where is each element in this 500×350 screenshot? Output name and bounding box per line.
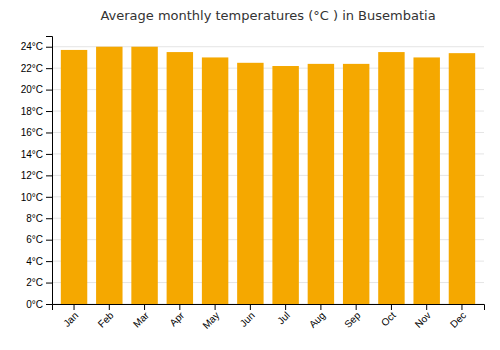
tick-label: 0°C xyxy=(26,299,43,310)
tick: 0°C xyxy=(26,299,52,310)
tick: Jun xyxy=(238,304,257,329)
tick-mark xyxy=(461,304,462,310)
title: Average monthly temperatures (°C ) in Bu… xyxy=(100,8,435,23)
bar xyxy=(343,64,369,304)
tick-mark xyxy=(215,304,216,310)
tick-label: Aug xyxy=(307,310,327,330)
tick-label: 22°C xyxy=(21,63,43,74)
plot: 0°C 2°C 4°C 6°C 8°C 10°C 12°C 14°C 16°C 18°C 20°C 2… xyxy=(21,37,485,331)
tick-mark xyxy=(46,283,52,284)
tick: Nov xyxy=(413,304,433,330)
tick-mark xyxy=(46,132,52,133)
tick-label: 24°C xyxy=(21,41,43,52)
bars xyxy=(61,47,475,304)
tick-mark xyxy=(46,68,52,69)
tick: Apr xyxy=(167,304,186,328)
tick-label: 8°C xyxy=(26,213,43,224)
tick-mark xyxy=(46,90,52,91)
tick-label: 20°C xyxy=(21,84,43,95)
tick: Jan xyxy=(61,304,80,329)
tick: Mar xyxy=(131,304,151,330)
tick: 4°C xyxy=(26,256,52,267)
grid xyxy=(52,47,484,304)
tick-mark xyxy=(46,240,52,241)
tick: Aug xyxy=(307,304,327,330)
tick-label: 10°C xyxy=(21,192,43,203)
tick-mark xyxy=(426,304,427,310)
tick: 18°C xyxy=(21,106,52,117)
tick: Dec xyxy=(448,304,468,330)
bar xyxy=(272,66,298,304)
tick: 10°C xyxy=(21,192,52,203)
tick-label: Nov xyxy=(413,310,433,330)
tick-label: 2°C xyxy=(26,277,43,288)
tick-label: Oct xyxy=(379,310,398,329)
tick: 2°C xyxy=(26,277,52,288)
tick-mark xyxy=(74,304,75,310)
tick-label: Sep xyxy=(342,309,363,330)
tick-mark xyxy=(356,304,357,310)
y-axis: 0°C 2°C 4°C 6°C 8°C 10°C 12°C 14°C 16°C 18°C 20°C 2… xyxy=(21,37,53,310)
tick-label: Feb xyxy=(96,309,116,329)
tick-mark xyxy=(109,304,110,310)
bar xyxy=(308,64,334,304)
tick: 8°C xyxy=(26,213,52,224)
axis-line xyxy=(53,305,485,311)
tick-mark xyxy=(46,47,52,48)
tick: 12°C xyxy=(21,170,52,181)
tick-label: Dec xyxy=(448,310,468,330)
bar xyxy=(167,52,193,304)
tick-mark xyxy=(320,304,321,310)
tick: Feb xyxy=(96,304,116,330)
tick-label: Mar xyxy=(131,309,151,329)
tick-mark xyxy=(46,218,52,219)
tick-mark xyxy=(250,304,251,310)
tick: 16°C xyxy=(21,127,52,138)
axis-line xyxy=(46,37,53,305)
bar xyxy=(449,53,475,304)
tick: 14°C xyxy=(21,149,52,160)
tick-mark xyxy=(179,304,180,310)
tick-label: May xyxy=(200,310,221,331)
bar xyxy=(202,57,228,304)
tick: 22°C xyxy=(21,63,52,74)
bar xyxy=(96,47,122,304)
x-axis: Jan Feb Mar Apr May Jun Jul Aug Sep Oct Nov Dec xyxy=(53,304,485,331)
tick: Jul xyxy=(275,304,292,326)
tick-label: 12°C xyxy=(21,170,43,181)
tick-label: Jan xyxy=(61,310,80,329)
tick: 20°C xyxy=(21,84,52,95)
tick-mark xyxy=(46,304,52,305)
tick: 24°C xyxy=(21,41,52,52)
bar xyxy=(131,47,157,304)
tick-label: 16°C xyxy=(21,127,43,138)
tick-mark xyxy=(46,261,52,262)
tick: Oct xyxy=(379,304,398,328)
tick-label: Jun xyxy=(238,310,257,329)
bar xyxy=(237,63,263,304)
tick-label: Apr xyxy=(167,309,186,328)
tick-label: Jul xyxy=(275,310,292,327)
tick: 6°C xyxy=(26,234,52,245)
tick-mark xyxy=(144,304,145,310)
bar xyxy=(61,50,87,304)
tick-label: 18°C xyxy=(21,106,43,117)
tick-mark xyxy=(285,304,286,310)
chart: 0°C 2°C 4°C 6°C 8°C 10°C 12°C 14°C 16°C 18°C 20°C 2… xyxy=(0,0,500,350)
tick-label: 14°C xyxy=(21,149,43,160)
tick-mark xyxy=(391,304,392,310)
tick-mark xyxy=(46,197,52,198)
tick-mark xyxy=(46,154,52,155)
tick-mark xyxy=(46,111,52,112)
tick-label: 4°C xyxy=(26,256,43,267)
tick-mark xyxy=(46,175,52,176)
tick-label: 6°C xyxy=(26,234,43,245)
tick: May xyxy=(200,304,221,331)
bar xyxy=(378,52,404,304)
tick: Sep xyxy=(342,304,363,330)
bar xyxy=(413,57,439,304)
